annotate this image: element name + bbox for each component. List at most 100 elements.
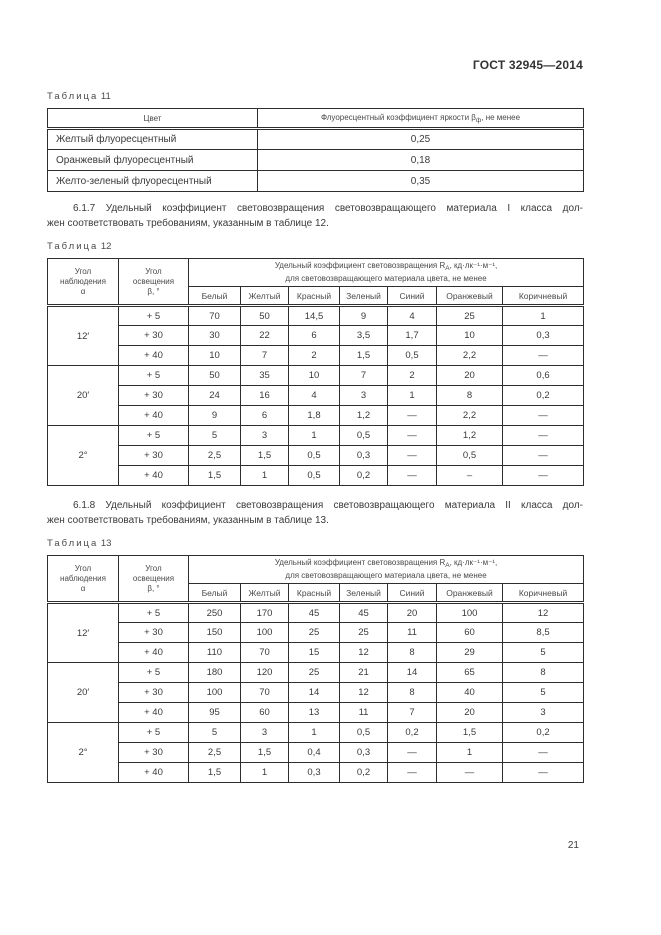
value-cell: 29 [436, 642, 503, 663]
column-header-white: Белый [188, 583, 241, 604]
table-label-number: 13 [100, 538, 112, 549]
column-header-coefficient: Флуоресцентный коэффициент яркости βф, н… [257, 108, 584, 130]
paragraph-line: жен соответствовать требованиям, указанн… [47, 218, 329, 229]
header-row: Угол наблюдения α Угол освещения β, ° Уд… [47, 555, 585, 604]
formula-text: Удельный коэффициент световозвращения R [274, 261, 446, 270]
value-cell: 7 [339, 365, 388, 386]
value-cell: 13 [288, 702, 340, 723]
value-cell: 7 [240, 345, 289, 366]
value-cell: 25 [288, 662, 340, 683]
value-cell: 20 [387, 602, 437, 623]
table-row: Оранжевый флуоресцентный 0,18 [47, 149, 584, 171]
value-cell: 0,2 [387, 722, 437, 743]
formula-line: для световозвращающего материала цвета, … [285, 274, 487, 283]
observation-angle-cell: 2° [47, 722, 119, 783]
table-12-retroreflection-class1: Угол наблюдения α Угол освещения β, ° Уд… [47, 258, 585, 486]
value-cell: 50 [188, 365, 241, 386]
illumination-angle-cell: + 5 [118, 602, 189, 623]
value-cell: 0,25 [257, 128, 584, 150]
value-cell: 10 [188, 345, 241, 366]
value-cell: 15 [288, 642, 340, 663]
coef-header-subscript: ф [475, 116, 482, 124]
value-cell: 6 [288, 325, 340, 346]
value-cell: 9 [188, 405, 241, 426]
table-row: + 30 2,5 1,5 0,5 0,3—0,5— [48, 445, 585, 466]
column-header-orange: Оранжевый [436, 286, 503, 307]
value-cell: 16 [240, 385, 289, 406]
value-cell: — [436, 762, 503, 783]
value-cell: 110 [188, 642, 241, 663]
value-cell: 3 [501, 702, 585, 723]
value-cell: 0,2 [501, 385, 585, 406]
table-13-retroreflection-class2: Угол наблюдения α Угол освещения β, ° Уд… [47, 555, 585, 783]
coef-header-suffix: , не менее [481, 112, 521, 122]
formula-line: Удельный коэффициент световозвращения RА… [190, 558, 583, 571]
header-line: наблюдения [60, 276, 106, 286]
value-cell: — [501, 405, 585, 426]
value-cell: 0,3 [339, 742, 388, 763]
value-cell: 0,2 [501, 722, 585, 743]
value-cell: 0,18 [257, 149, 584, 171]
value-cell: 1,5 [240, 742, 289, 763]
value-cell: 0,5 [339, 722, 388, 743]
color-name-cell: Желтый флуоресцентный [47, 128, 258, 150]
formula-units: , кд·лк⁻¹·м⁻¹, [449, 261, 498, 270]
value-cell: 20 [436, 702, 503, 723]
header-line: Угол [145, 563, 162, 573]
value-cell: 1,2 [436, 425, 503, 446]
value-cell: – [436, 465, 503, 486]
value-cell: 5 [188, 425, 241, 446]
value-cell: 2,5 [188, 742, 241, 763]
value-cell: 65 [436, 662, 503, 683]
illumination-angle-cell: + 30 [118, 682, 189, 703]
value-cell: 21 [339, 662, 388, 683]
formula-text: Удельный коэффициент световозвращения R [274, 558, 446, 567]
value-cell: 5 [188, 722, 241, 743]
color-name-cell: Желто-зеленый флуоресцентный [47, 170, 258, 192]
table-row: + 30 2,5 1,5 0,4 0,3—1— [48, 742, 585, 763]
value-cell: 100 [240, 622, 289, 643]
value-cell: 22 [240, 325, 289, 346]
value-cell: 6 [240, 405, 289, 426]
table-row: + 40 110 70 15 12 8 29 5 [48, 642, 585, 663]
illumination-angle-cell: + 5 [118, 425, 189, 446]
value-cell: 3 [339, 385, 388, 406]
value-cell: 120 [240, 662, 289, 683]
value-cell: 0,35 [257, 170, 584, 192]
table13-body: 12′ + 5 250 170 45 45 20 100 12 + 30 150 100 25 25 11 6… [47, 602, 585, 783]
value-cell: 5 [501, 642, 585, 663]
value-cell: 14 [387, 662, 437, 683]
header-line: α [80, 286, 86, 296]
header-line: наблюдения [60, 573, 106, 583]
table-label-word: Таблица [47, 241, 99, 252]
column-header-white: Белый [188, 286, 241, 307]
value-cell: — [501, 465, 585, 486]
illumination-angle-cell: + 40 [118, 465, 189, 486]
header-line: освещения [132, 573, 175, 583]
value-cell: 0,5 [436, 445, 503, 466]
observation-angle-cell: 12′ [47, 305, 119, 366]
value-cell: 0,6 [501, 365, 585, 386]
column-header-color: Цвет [47, 108, 258, 130]
value-cell: 0,5 [288, 465, 340, 486]
color-headers-row: Белый Желтый Красный Зеленый Синий Оранж… [48, 583, 585, 604]
value-cell: 20 [436, 365, 503, 386]
header-row: Угол наблюдения α Угол освещения β, ° Уд… [47, 258, 585, 307]
table-row: + 40 1,5 1 0,3 0,2— — — [48, 762, 585, 783]
value-cell: 1,2 [339, 405, 388, 426]
column-header-red: Красный [288, 583, 340, 604]
value-cell: — [387, 445, 437, 466]
column-header-illumination-angle: Угол освещения β, ° [118, 258, 189, 307]
header-line: β, ° [147, 286, 160, 296]
column-header-orange: Оранжевый [436, 583, 503, 604]
table12-label: Таблица 12 [47, 241, 583, 252]
value-cell: 2,2 [436, 405, 503, 426]
value-cell: 1 [288, 722, 340, 743]
value-cell: 24 [188, 385, 241, 406]
value-cell: 0,5 [387, 345, 437, 366]
header-line: освещения [132, 276, 175, 286]
value-cell: 45 [288, 602, 340, 623]
value-cell: 170 [240, 602, 289, 623]
value-cell: — [387, 465, 437, 486]
value-cell: 0,3 [288, 762, 340, 783]
